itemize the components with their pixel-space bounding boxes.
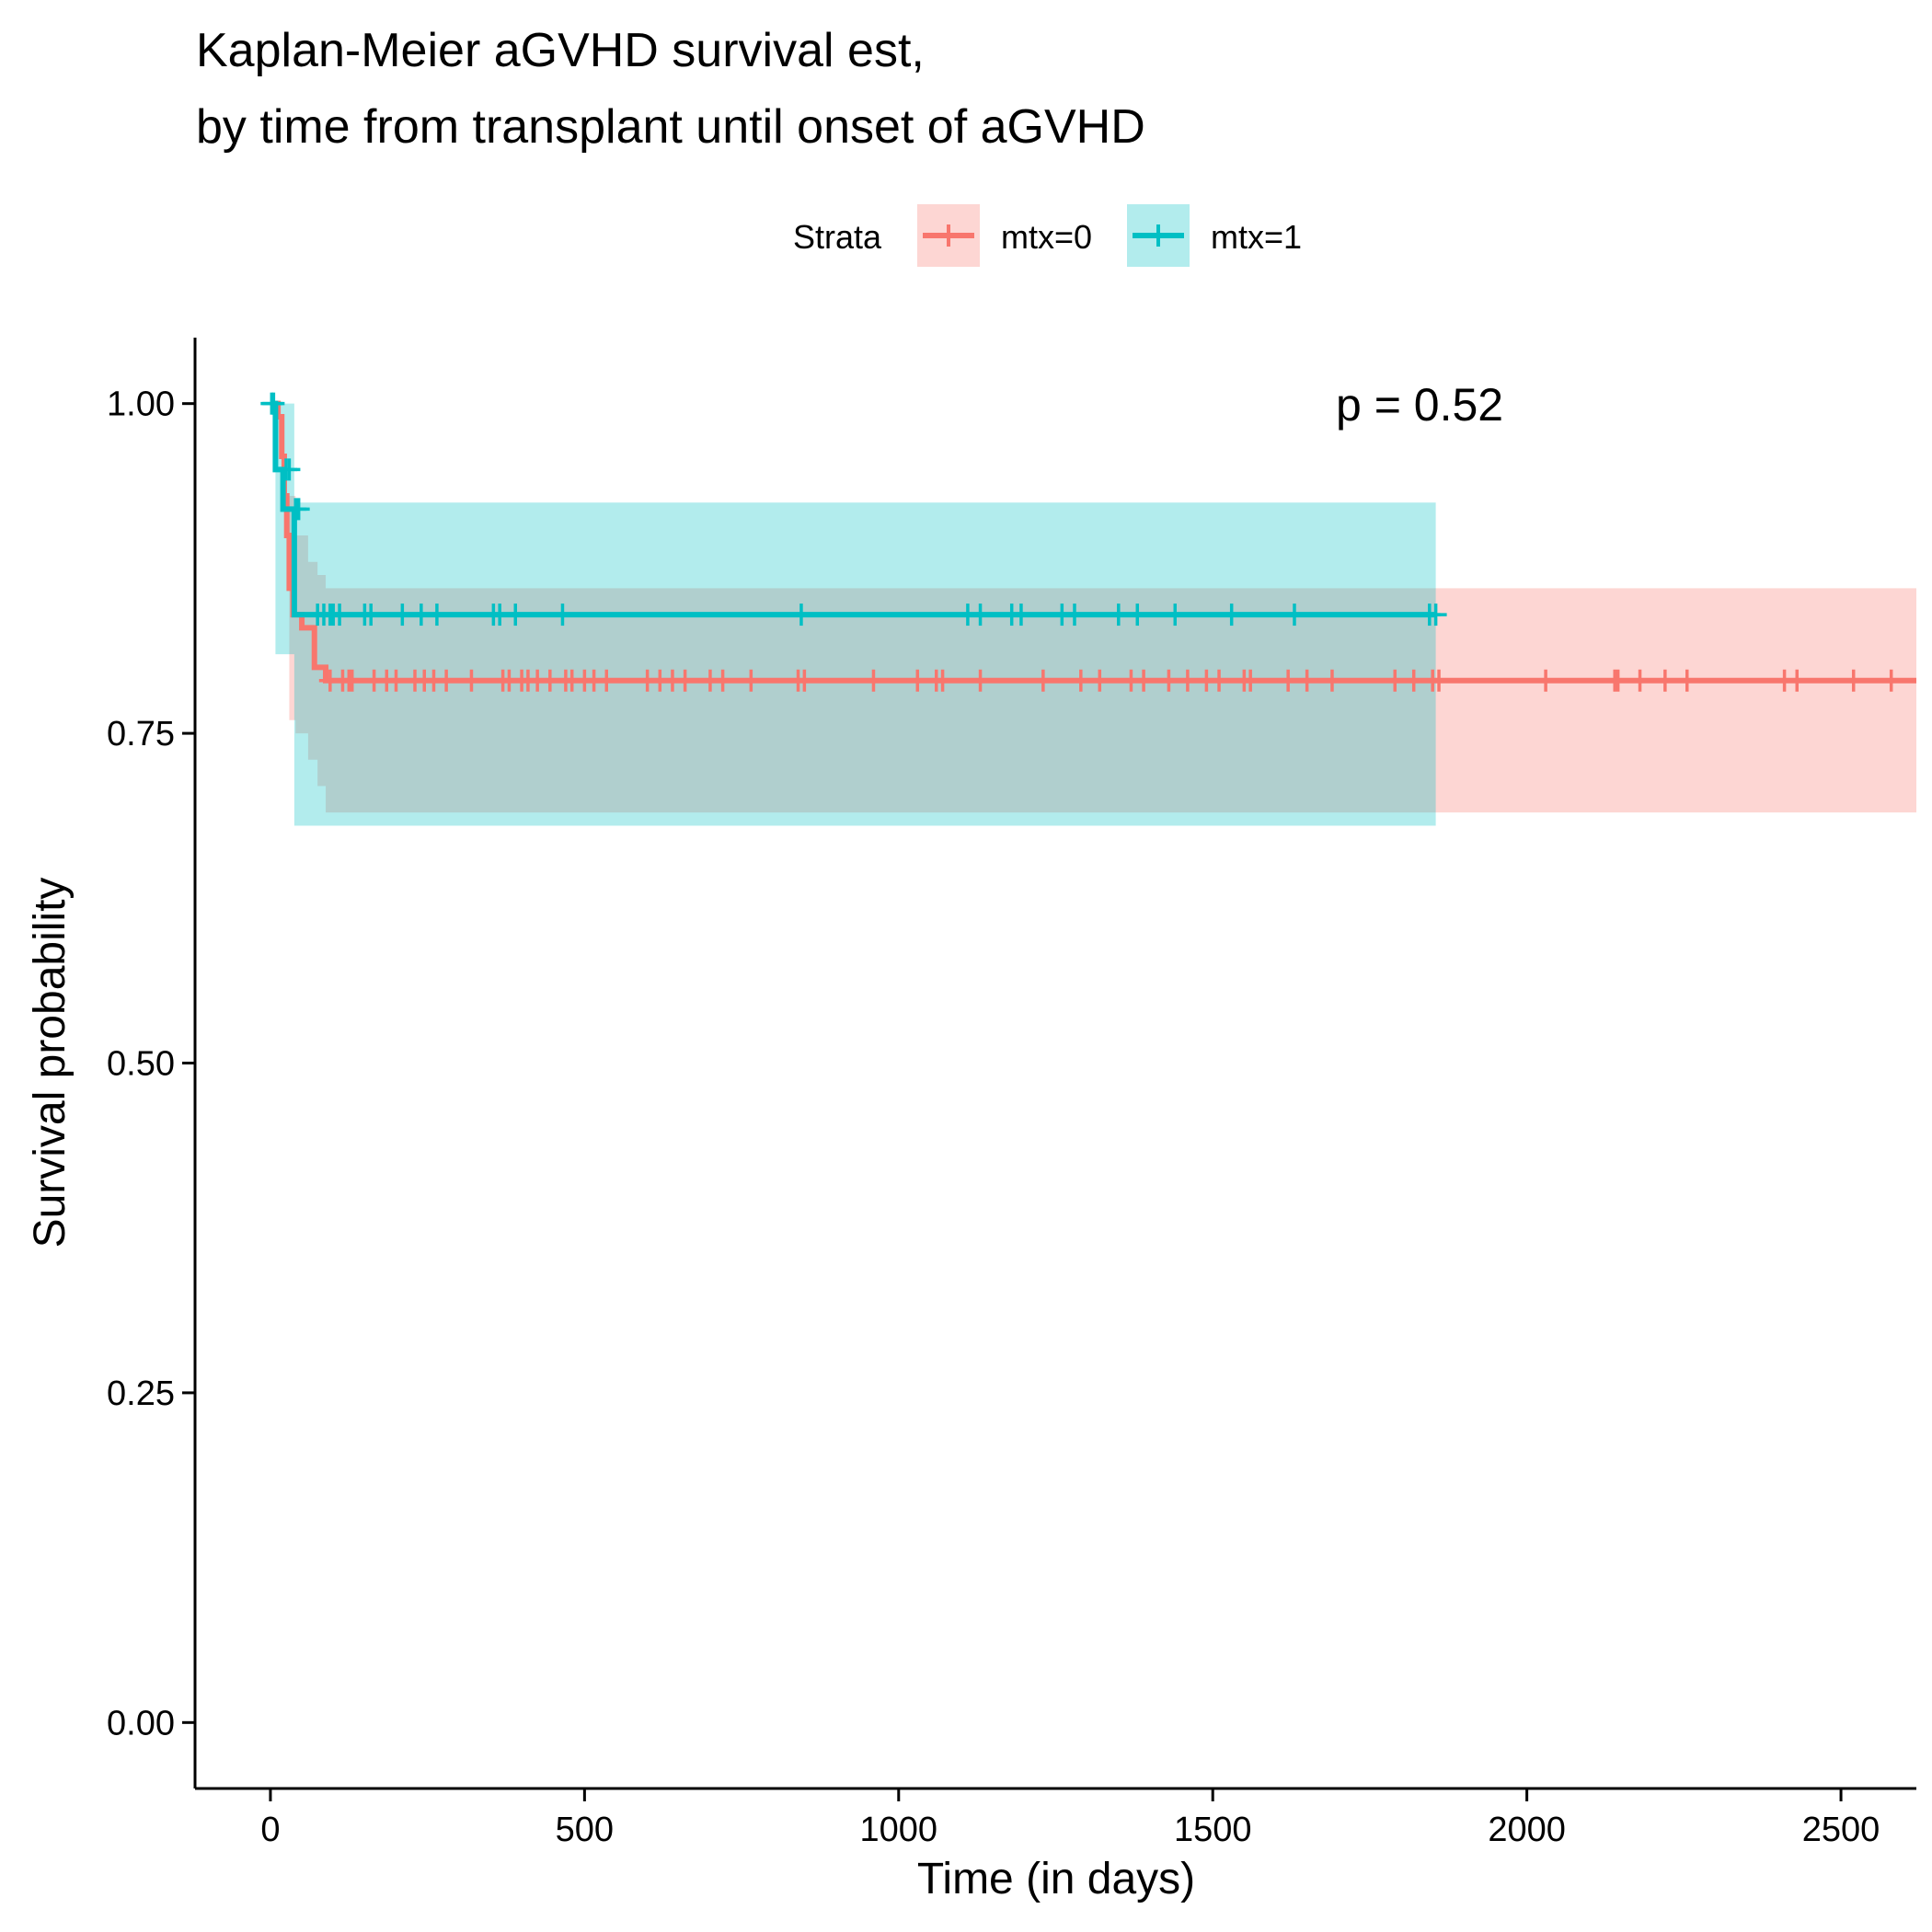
y-tick-label: 1.00	[107, 385, 175, 424]
censor-mark-mtx1	[262, 392, 285, 415]
censor-mark-mtx1	[551, 604, 574, 627]
ci-band-mtx0	[270, 403, 1916, 813]
censor-mark-mtx0	[460, 669, 483, 692]
x-tick-label: 0	[260, 1811, 280, 1849]
censor-mark-mtx0	[1402, 669, 1425, 692]
censor-mark-mtx1	[391, 604, 414, 627]
chart-subtitle: by time from transplant until onset of a…	[196, 100, 1145, 154]
censor-mark-mtx0	[1239, 669, 1262, 692]
censor-mark-mtx1	[1164, 604, 1187, 627]
censor-mark-mtx0	[385, 669, 408, 692]
censor-mark-mtx0	[931, 669, 954, 692]
censor-mark-mtx0	[1842, 669, 1865, 692]
censor-mark-mtx0	[1675, 669, 1698, 692]
censor-mark-mtx0	[1031, 669, 1054, 692]
censor-mark-mtx0	[1384, 669, 1407, 692]
censor-mark-mtx0	[1653, 669, 1676, 692]
censor-mark-mtx1	[1282, 604, 1305, 627]
y-tick-label: 0.50	[107, 1045, 175, 1084]
legend-title: Strata	[793, 218, 882, 256]
y-tick-label: 0.75	[107, 715, 175, 753]
legend-key-mtx1	[1127, 204, 1190, 267]
censor-mark-mtx0	[740, 669, 763, 692]
censor-mark-mtx0	[435, 669, 458, 692]
censor-mark-mtx1	[504, 604, 527, 627]
censor-mark-mtx1	[425, 604, 448, 627]
censor-mark-mtx1	[789, 604, 812, 627]
x-ticks: 0 500 1000 1500 2000 2500	[260, 1788, 1880, 1849]
censor-mark-mtx0	[1088, 669, 1111, 692]
censor-mark-mtx1	[1009, 604, 1032, 627]
x-axis-label: Time (in days)	[917, 1855, 1195, 1903]
x-tick-label: 2500	[1802, 1811, 1880, 1849]
censor-mark-mtx0	[1786, 669, 1809, 692]
x-tick-label: 500	[556, 1811, 614, 1849]
censor-mark-mtx0	[1208, 669, 1231, 692]
censor-mark-mtx0	[1277, 669, 1300, 692]
censor-mark-mtx0	[1628, 669, 1651, 692]
censor-mark-mtx0	[793, 669, 816, 692]
censor-mark-mtx0	[673, 669, 696, 692]
censor-mark-mtx0	[1069, 669, 1092, 692]
y-tick-label: 0.25	[107, 1374, 175, 1413]
survival-curve-mtx1	[270, 400, 1436, 618]
censor-mark-mtx0	[969, 669, 992, 692]
censor-mark-mtx0	[1535, 669, 1558, 692]
legend-key-mtx0	[917, 204, 980, 267]
x-tick-label: 2000	[1488, 1811, 1566, 1849]
censor-mark-mtx1	[1424, 604, 1447, 627]
censor-mark-mtx1	[287, 498, 310, 521]
x-tick-label: 1500	[1174, 1811, 1252, 1849]
censor-mark-mtx1	[360, 604, 383, 627]
censor-mark-mtx0	[711, 669, 734, 692]
censor-mark-mtx0	[1295, 669, 1318, 692]
censor-mark-mtx0	[1133, 669, 1156, 692]
censor-mark-mtx1	[1220, 604, 1243, 627]
censor-mark-mtx0	[595, 669, 618, 692]
censor-mark-mtx0	[1428, 669, 1451, 692]
legend-label-mtx1: mtx=1	[1211, 218, 1302, 256]
y-tick-label: 0.00	[107, 1704, 175, 1742]
censor-mark-mtx1	[328, 604, 351, 627]
censor-mark-mtx0	[340, 669, 363, 692]
censor-mark-mtx0	[1320, 669, 1343, 692]
censor-mark-mtx0	[1606, 669, 1629, 692]
survival-curves	[270, 400, 1916, 684]
chart-title: Kaplan-Meier aGVHD survival est,	[196, 24, 925, 77]
censor-mark-mtx1	[1126, 604, 1149, 627]
censor-mark-mtx1	[278, 458, 301, 481]
censor-mark-mtx0	[906, 669, 929, 692]
censor-mark-mtx1	[969, 604, 992, 627]
censor-mark-mtx0	[1176, 669, 1199, 692]
censor-mark-mtx1	[1107, 604, 1130, 627]
legend: Strata mtx=0 mtx=1	[793, 204, 1302, 267]
x-tick-label: 1000	[860, 1811, 938, 1849]
censor-marks	[260, 392, 1903, 692]
censor-mark-mtx0	[1880, 669, 1903, 692]
y-axis-label: Survival probability	[26, 878, 75, 1248]
censor-mark-mtx0	[862, 669, 885, 692]
censor-mark-mtx1	[1063, 604, 1086, 627]
y-ticks: 0.00 0.25 0.50 0.75 1.00	[107, 385, 195, 1742]
p-value-annotation: p = 0.52	[1336, 379, 1503, 431]
survival-curve-mtx0	[270, 400, 1916, 684]
legend-label-mtx0: mtx=0	[1001, 218, 1092, 256]
censor-mark-mtx0	[1157, 669, 1180, 692]
